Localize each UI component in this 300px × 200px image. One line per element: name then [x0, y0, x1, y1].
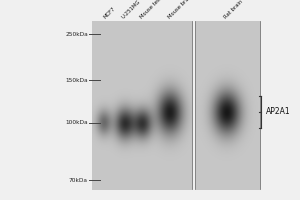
- Text: Rat brain: Rat brain: [223, 0, 244, 20]
- Text: U-251MG: U-251MG: [121, 0, 142, 20]
- Text: 150kDa: 150kDa: [65, 77, 88, 82]
- Text: 70kDa: 70kDa: [69, 178, 88, 182]
- Text: MCF7: MCF7: [103, 6, 117, 20]
- Text: Mouse testis: Mouse testis: [139, 0, 166, 20]
- Text: 100kDa: 100kDa: [65, 120, 88, 126]
- Text: AP2A1: AP2A1: [266, 108, 290, 116]
- Text: Mouse brain: Mouse brain: [167, 0, 194, 20]
- Text: 250kDa: 250kDa: [65, 31, 88, 36]
- Bar: [92, 21, 192, 189]
- Bar: [195, 21, 260, 189]
